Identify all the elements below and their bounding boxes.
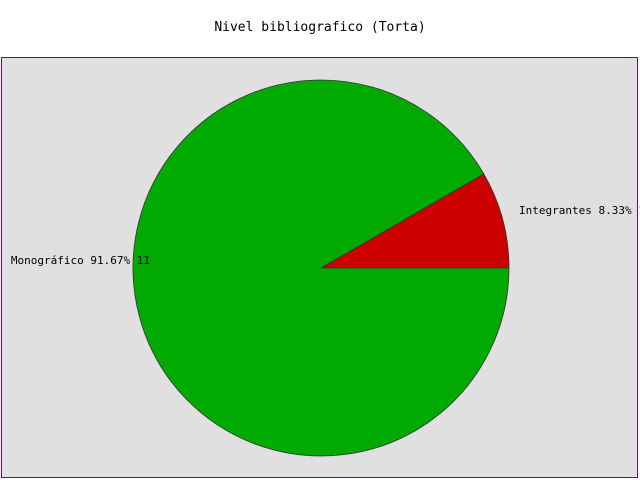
- slice-label-monogr-fico: Monográfico 91.67% 11: [11, 254, 150, 267]
- pie-labels: Integrantes 8.33% 1 Monográfico 91.67% 11: [11, 204, 640, 267]
- pie-slice-monogr-fico: [132, 79, 510, 457]
- pie-slices: [132, 79, 510, 457]
- chart-title: Nivel bibliografico (Torta): [214, 20, 426, 35]
- slice-label-integrantes: Integrantes 8.33% 1: [519, 204, 640, 217]
- pie-slice-integrantes: [319, 173, 510, 269]
